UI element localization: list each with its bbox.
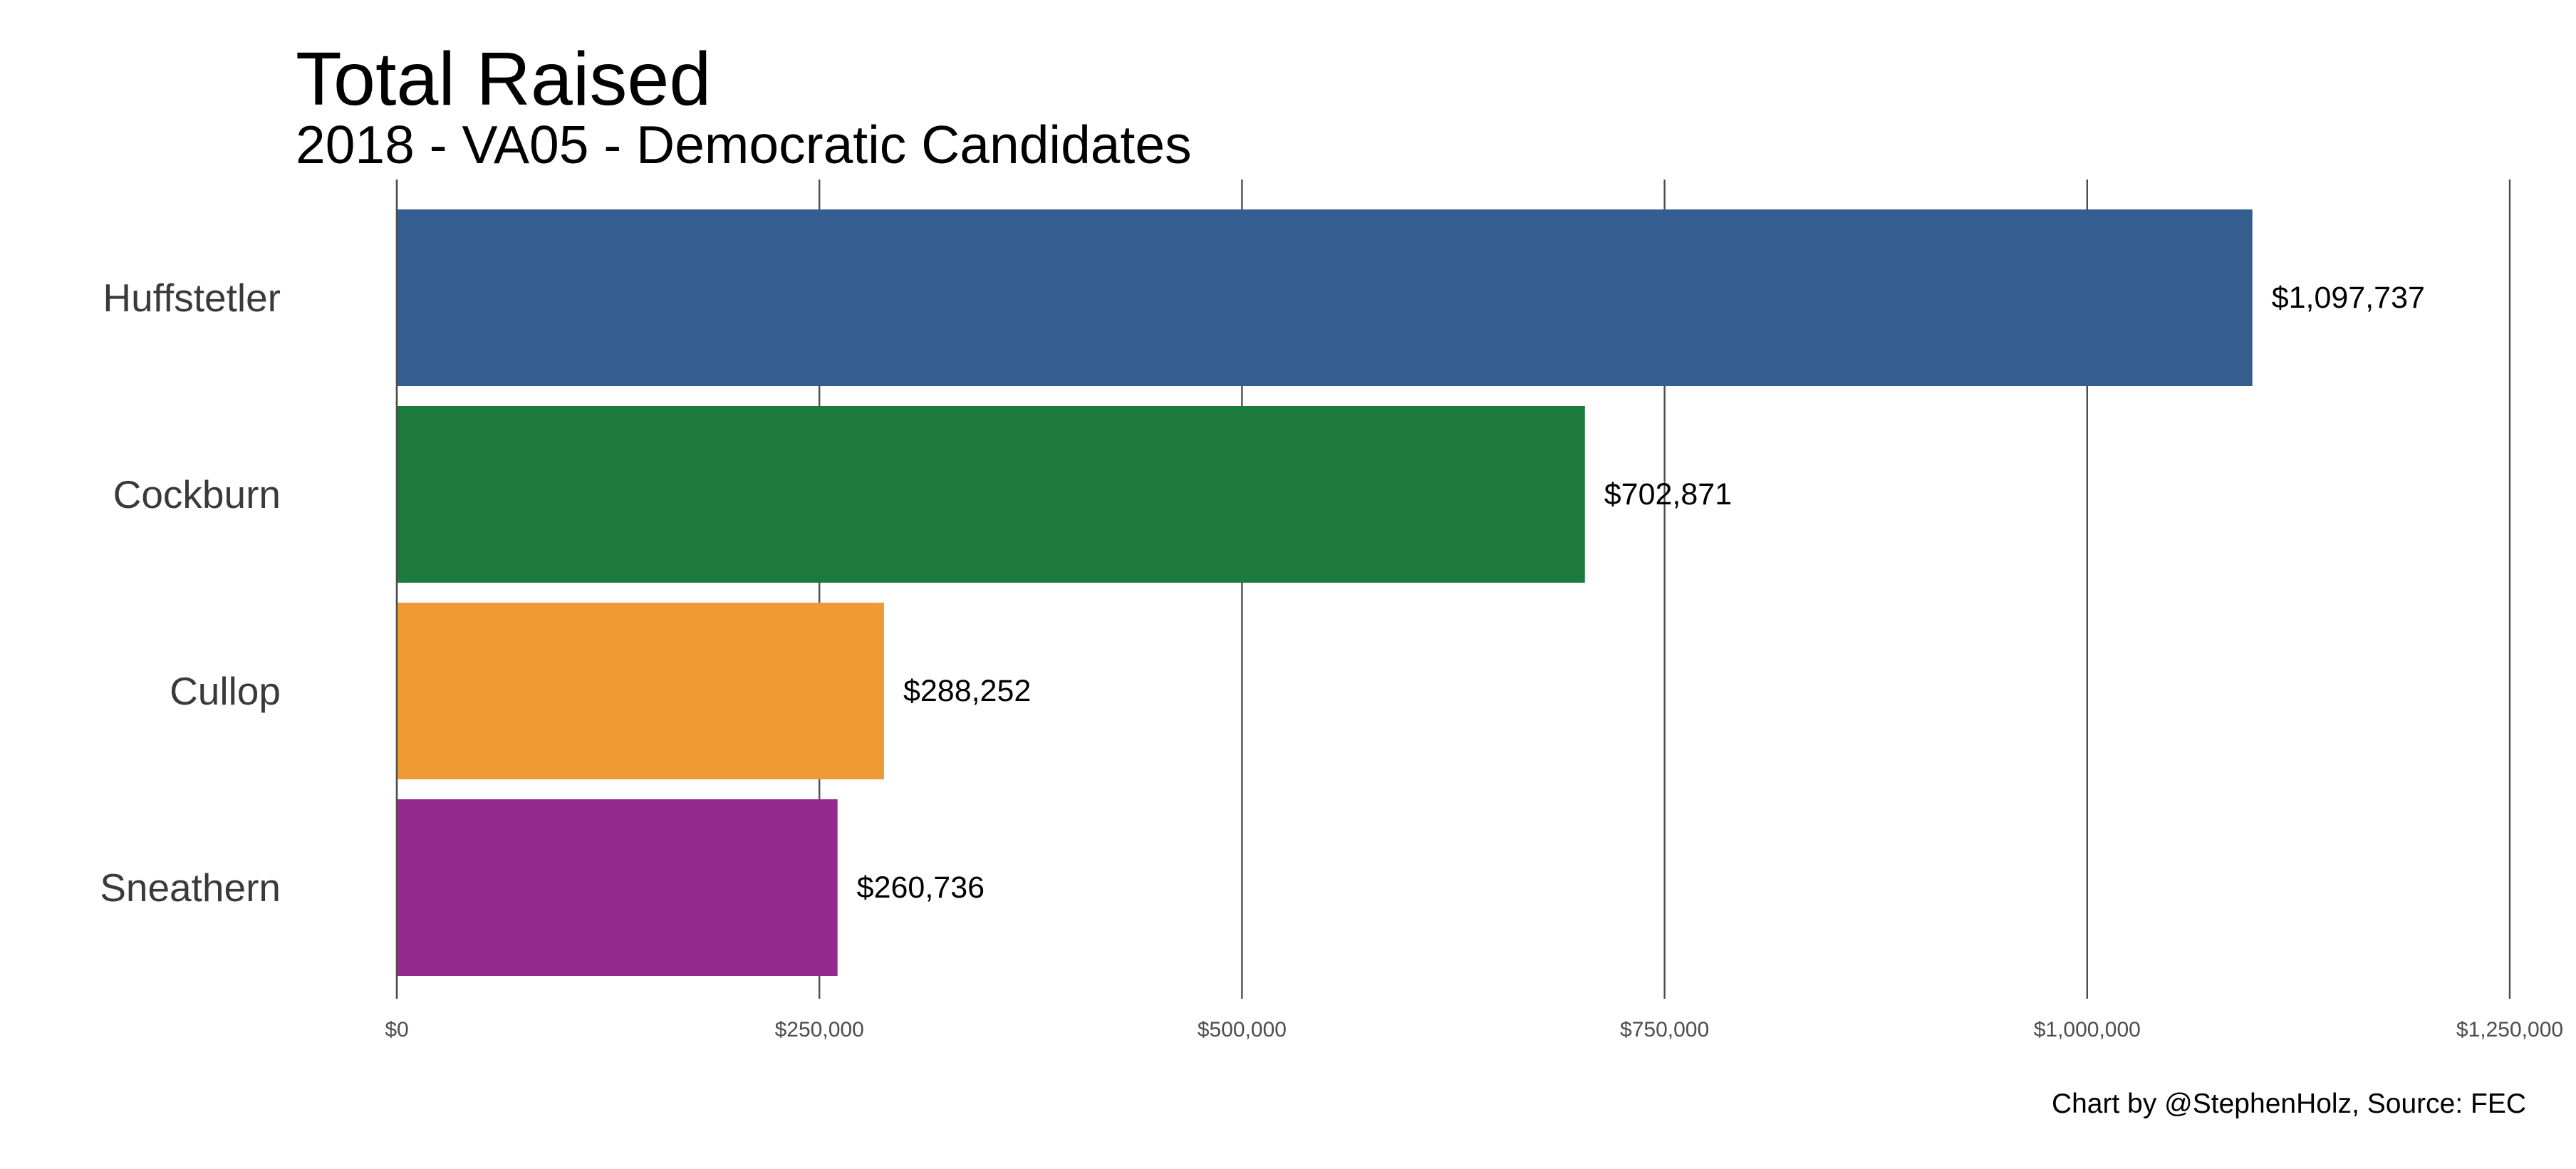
chart-title: Total Raised <box>296 37 711 121</box>
bar <box>397 406 1585 583</box>
category-label: Sneathern <box>100 866 281 910</box>
x-tick-label: $500,000 <box>1198 1018 1287 1041</box>
category-label: Huffstetler <box>103 276 281 320</box>
value-label: $260,736 <box>857 871 985 905</box>
category-label: Cockburn <box>113 472 281 516</box>
bar <box>397 799 838 976</box>
value-label: $1,097,737 <box>2272 281 2425 315</box>
bar <box>397 603 884 779</box>
chart-caption: Chart by @StephenHolz, Source: FEC <box>2052 1089 2526 1119</box>
value-label: $288,252 <box>903 674 1031 708</box>
x-tick-label: $1,000,000 <box>2034 1018 2141 1041</box>
bar <box>397 209 2253 386</box>
x-tick-label: $1,250,000 <box>2456 1018 2563 1041</box>
x-tick-label: $750,000 <box>1620 1018 1709 1041</box>
x-tick-label: $250,000 <box>775 1018 864 1041</box>
value-label: $702,871 <box>1604 477 1732 511</box>
x-tick-label: $0 <box>385 1018 408 1041</box>
category-label: Cullop <box>170 669 281 713</box>
bars <box>397 209 2253 976</box>
labels: $0 $250,000 $500,000 $750,000 $1,000,000 $1,2… <box>100 180 2563 1041</box>
chart-subtitle: 2018 - VA05 - Democratic Candidates <box>296 115 1192 175</box>
